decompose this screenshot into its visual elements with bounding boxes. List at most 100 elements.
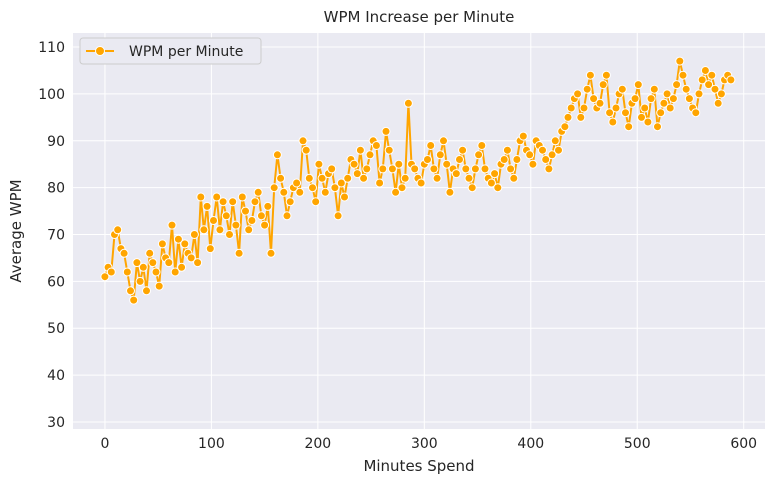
data-point (646, 94, 656, 104)
data-point (710, 84, 720, 94)
data-point (499, 155, 509, 164)
data-point (135, 276, 145, 286)
data-point (138, 262, 148, 272)
data-point (426, 141, 436, 150)
data-point (493, 183, 503, 193)
data-point (231, 220, 241, 230)
data-point (429, 164, 439, 174)
data-point (582, 84, 592, 94)
data-point (320, 187, 330, 197)
data-point (700, 66, 710, 75)
data-point (563, 112, 573, 122)
data-point (244, 225, 254, 235)
data-point (550, 136, 560, 146)
data-point (282, 211, 292, 221)
data-point (416, 178, 426, 188)
x-tick-label: 300 (411, 436, 438, 452)
y-tick-label: 90 (47, 134, 65, 150)
y-tick-label: 50 (47, 321, 65, 337)
data-point (684, 94, 694, 104)
y-tick-label: 60 (47, 274, 65, 290)
data-point (292, 178, 302, 188)
data-point (314, 159, 324, 169)
x-tick-label: 600 (730, 436, 757, 452)
data-point (665, 103, 675, 113)
data-point (486, 178, 496, 188)
data-point (697, 75, 707, 85)
data-point (474, 150, 484, 160)
data-point (241, 206, 250, 216)
legend-marker (95, 46, 105, 56)
data-point (272, 150, 282, 160)
data-point (656, 108, 666, 118)
data-point (502, 145, 512, 155)
legend-box (79, 37, 262, 65)
x-tick-label: 0 (100, 436, 109, 452)
data-point (100, 272, 110, 282)
data-point (157, 239, 167, 249)
data-point (308, 183, 317, 193)
data-point (301, 145, 311, 155)
data-point (225, 230, 234, 239)
data-point (154, 281, 164, 291)
x-axis-label: Minutes Spend (363, 457, 474, 475)
data-point (173, 234, 183, 244)
data-point (668, 94, 678, 104)
data-point (621, 108, 630, 118)
y-tick-label: 80 (47, 181, 65, 197)
data-point (547, 150, 557, 160)
data-point (349, 159, 359, 169)
data-point (317, 173, 327, 183)
data-point (576, 112, 586, 122)
data-point (209, 216, 218, 225)
y-tick-label: 100 (38, 87, 65, 103)
data-point (359, 173, 369, 183)
data-point (713, 98, 723, 108)
y-axis-label: Average WPM (7, 179, 25, 282)
data-point (585, 70, 595, 80)
data-point (365, 150, 375, 160)
data-point (477, 141, 487, 150)
data-point (439, 136, 448, 146)
data-point (518, 131, 528, 141)
data-point (672, 80, 682, 90)
data-point (608, 117, 618, 127)
data-point (541, 155, 551, 164)
data-point (327, 164, 337, 174)
data-point (352, 169, 362, 179)
y-tick-label: 110 (38, 40, 65, 56)
chart-title: WPM Increase per Minute (324, 8, 515, 26)
data-point (659, 98, 669, 108)
data-point (250, 197, 260, 207)
data-point (148, 258, 158, 268)
data-point (490, 169, 500, 179)
x-tick-label: 100 (198, 436, 225, 452)
data-point (554, 145, 563, 155)
data-point (544, 164, 554, 174)
data-point (378, 164, 388, 174)
data-point (247, 216, 257, 225)
data-point (362, 164, 372, 174)
data-point (193, 258, 203, 268)
data-point (106, 267, 116, 277)
data-point (451, 169, 461, 179)
data-point (467, 183, 477, 193)
data-point (167, 220, 177, 230)
data-point (122, 267, 132, 277)
data-point (653, 122, 662, 132)
data-point (480, 164, 490, 174)
data-point (589, 94, 599, 104)
data-point (410, 164, 420, 174)
data-point (442, 159, 452, 169)
data-point (397, 183, 407, 193)
data-point (455, 155, 464, 164)
data-point (633, 80, 643, 90)
data-point (400, 173, 410, 183)
data-point (256, 211, 266, 221)
data-point (691, 108, 701, 118)
data-point (423, 155, 432, 164)
data-point (601, 70, 611, 80)
data-point (285, 197, 295, 207)
data-point (295, 187, 305, 197)
data-point (170, 267, 180, 277)
